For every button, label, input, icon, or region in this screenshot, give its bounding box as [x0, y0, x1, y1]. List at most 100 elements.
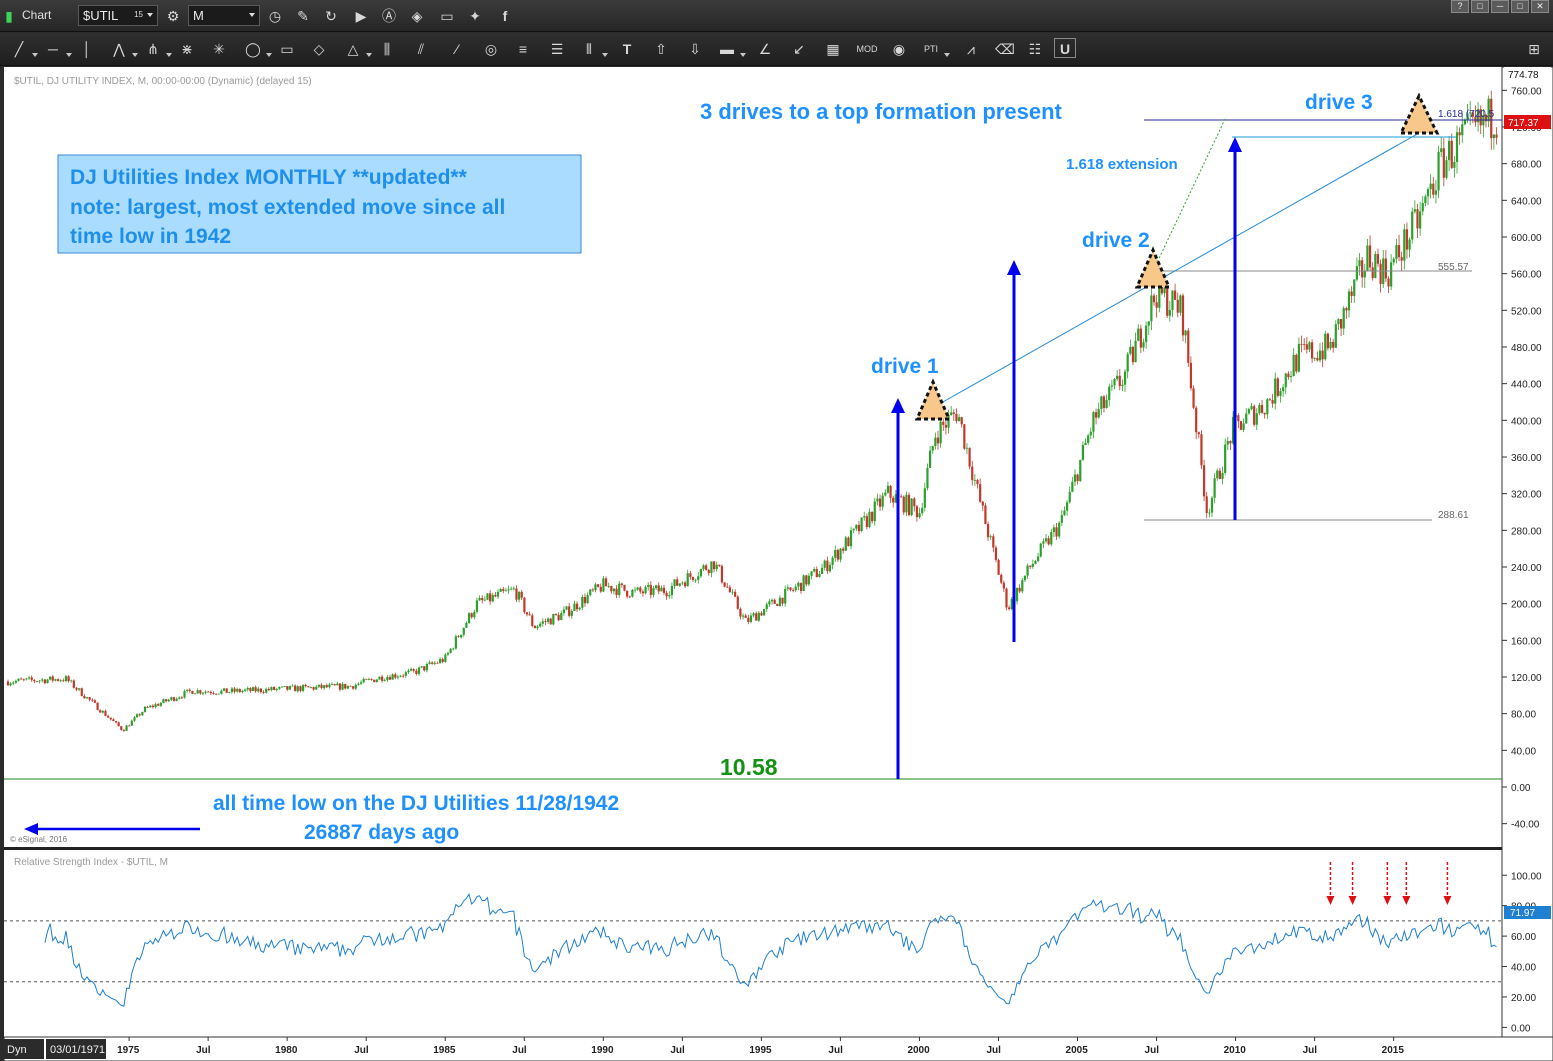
candle-body — [781, 597, 784, 604]
candle-body — [894, 494, 897, 503]
candle-body — [676, 579, 679, 586]
chart-canvas[interactable]: -40.00 0.00 40.00 80.00 120.00 160.00 200.00 24… — [3, 66, 1553, 1061]
fib-extension-icon[interactable]: ☰ — [550, 41, 564, 57]
fan-icon[interactable]: ⋇ — [181, 41, 193, 57]
chevron-down-icon[interactable] — [132, 53, 138, 59]
pti-icon[interactable]: PTI — [923, 44, 938, 54]
arrow-down-icon[interactable]: ⇩ — [689, 41, 701, 57]
candle-body — [244, 689, 247, 691]
candle-body — [536, 626, 539, 629]
candle-body — [54, 679, 57, 681]
candle-body — [275, 688, 278, 690]
mode-icon[interactable]: MOD — [856, 44, 878, 54]
rectangle-icon[interactable]: ▭ — [280, 41, 294, 57]
chevron-down-icon[interactable] — [66, 53, 72, 59]
candle-body — [1253, 406, 1256, 425]
candle-body — [283, 686, 286, 687]
line-tool-icon[interactable]: ╱ — [14, 41, 24, 57]
magnet-icon[interactable]: U — [1054, 38, 1076, 58]
cycles-icon[interactable]: ⫼ — [383, 41, 391, 57]
close-button[interactable]: ✕ — [1531, 0, 1549, 13]
facebook-icon[interactable]: f — [502, 8, 508, 24]
candle-body — [907, 494, 911, 516]
chevron-down-icon[interactable] — [602, 53, 608, 59]
pane-separator[interactable] — [4, 847, 1502, 850]
candle-body — [960, 417, 963, 425]
zigzag-icon[interactable]: ⩘ — [967, 41, 975, 57]
arrow-up-icon[interactable]: ⇧ — [655, 41, 667, 57]
back-arrow-icon[interactable]: ↙ — [793, 41, 805, 57]
candle-body — [1305, 344, 1308, 350]
pitchfork-icon[interactable]: ⋔ — [147, 41, 159, 57]
fib-time-icon[interactable]: ⦀ — [585, 41, 593, 57]
candle-body — [973, 479, 976, 481]
time-axis[interactable] — [3, 1036, 1553, 1061]
candle-body — [333, 684, 336, 686]
channel-icon[interactable]: ⁄ — [455, 41, 459, 57]
chevron-down-icon[interactable] — [266, 53, 272, 59]
measure-arrow-1 — [891, 398, 905, 779]
chevron-down-icon[interactable] — [944, 53, 950, 59]
candle-body — [1213, 478, 1216, 498]
help-button[interactable]: ? — [1451, 0, 1469, 13]
chart-area[interactable]: -40.00 0.00 40.00 80.00 120.00 160.00 200.00 24… — [3, 66, 1553, 1061]
tag-icon[interactable]: ◈ — [411, 8, 423, 24]
candle-body — [1448, 140, 1451, 161]
time-tick-label: Jul — [196, 1045, 211, 1056]
ellipse-icon[interactable]: ◯ — [245, 41, 261, 57]
chevron-down-icon[interactable] — [366, 53, 372, 59]
candle-body — [1453, 161, 1456, 168]
refresh-icon[interactable]: ↻ — [325, 8, 337, 24]
draw-pencil-icon[interactable]: ✎ — [297, 8, 309, 24]
regression-icon[interactable]: ⫽ — [417, 41, 425, 57]
toolbar-settings-icon[interactable]: ⊞ — [1528, 41, 1540, 57]
candle-body — [1419, 211, 1422, 229]
candle-body — [678, 583, 681, 586]
candle-body — [307, 686, 310, 688]
text-tool-icon[interactable]: T — [622, 41, 632, 57]
twitter-icon[interactable]: ✦ — [469, 8, 481, 24]
eraser-icon[interactable]: ⌫ — [995, 41, 1015, 57]
candle-body — [763, 609, 766, 616]
chevron-down-icon[interactable] — [166, 53, 172, 59]
gann-icon[interactable]: ✳ — [213, 41, 225, 57]
maximize-button[interactable]: □ — [1511, 0, 1529, 13]
restore-button[interactable]: □ — [1471, 0, 1489, 13]
start-date-box[interactable] — [46, 1039, 106, 1059]
minimize-button[interactable]: ─ — [1491, 0, 1509, 13]
elliott-wave-icon[interactable]: ⋀ — [113, 41, 125, 57]
fib-retracement-icon[interactable]: ≡ — [518, 41, 528, 57]
triangle-icon[interactable]: △ — [347, 41, 359, 57]
grid-icon[interactable]: ▦ — [826, 41, 840, 57]
candle-body — [1237, 415, 1240, 422]
clock-icon[interactable]: ◷ — [268, 8, 282, 24]
candle-body — [462, 627, 465, 635]
candle-body — [38, 680, 41, 682]
mode-box[interactable] — [4, 1039, 44, 1059]
layers-icon[interactable]: ☷ — [1028, 41, 1042, 57]
trend-angle-icon[interactable]: ∠ — [758, 41, 772, 57]
symbol-input[interactable]: $UTIL 15 — [78, 5, 158, 26]
vertical-line-icon[interactable]: │ — [82, 41, 92, 57]
comment-icon[interactable]: ▭ — [440, 8, 454, 24]
candle-body — [510, 588, 513, 590]
candle-body — [1073, 474, 1077, 482]
horizontal-line-icon[interactable]: ─ — [48, 41, 58, 57]
interval-select[interactable]: M — [188, 5, 260, 26]
chevron-down-icon[interactable] — [740, 53, 746, 59]
candle-body — [844, 537, 847, 551]
alert-icon[interactable]: Ⓐ — [382, 8, 396, 24]
candle-body — [1118, 375, 1121, 387]
play-icon[interactable]: ▶ — [355, 8, 367, 24]
price-axis[interactable] — [1501, 66, 1553, 1061]
candle-body — [496, 591, 500, 597]
fib-circle-icon[interactable]: ◎ — [484, 41, 498, 57]
highlight-icon[interactable]: ▬ — [720, 41, 734, 57]
eye-icon[interactable]: ◉ — [892, 41, 906, 57]
price-tick-label: 600.00 — [1511, 233, 1542, 244]
eraser-shape-icon[interactable]: ◇ — [313, 41, 325, 57]
link-settings-icon[interactable]: ⚙ — [166, 8, 180, 24]
candle-body — [673, 579, 676, 587]
chevron-down-icon[interactable] — [32, 53, 38, 59]
candle-body — [1071, 481, 1074, 492]
